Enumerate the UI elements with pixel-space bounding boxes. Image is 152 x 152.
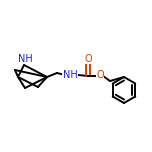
Text: NH: NH [63,70,77,80]
Text: O: O [84,54,92,64]
Text: NH: NH [18,54,32,64]
Text: O: O [96,70,104,80]
